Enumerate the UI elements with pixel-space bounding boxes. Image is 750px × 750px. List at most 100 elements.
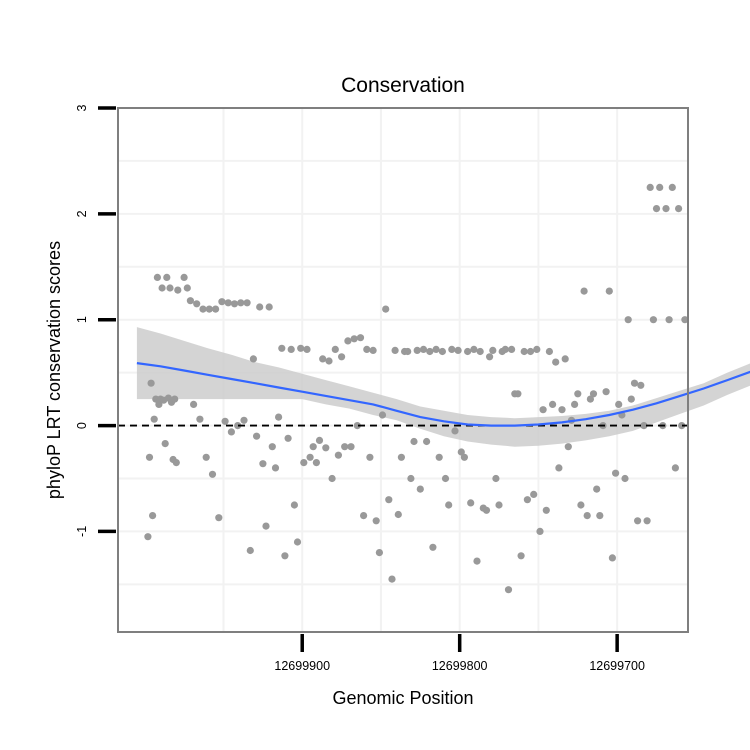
data-point	[199, 305, 207, 313]
data-point	[486, 353, 494, 361]
data-point	[482, 506, 491, 514]
data-point	[495, 501, 503, 509]
data-point	[144, 533, 152, 541]
data-point	[183, 284, 191, 292]
data-point	[221, 417, 229, 425]
data-point	[454, 346, 462, 354]
data-point	[470, 345, 478, 353]
data-point	[671, 464, 680, 472]
data-point	[649, 316, 658, 324]
data-point	[426, 347, 434, 356]
data-point	[413, 346, 421, 354]
data-point	[404, 347, 412, 356]
data-point	[230, 300, 239, 308]
data-point	[416, 485, 424, 493]
data-point	[520, 347, 528, 356]
data-point	[432, 345, 440, 353]
data-point	[360, 511, 368, 520]
data-point	[574, 390, 582, 398]
data-point	[473, 557, 481, 565]
data-point	[423, 437, 431, 446]
data-point	[517, 552, 525, 560]
data-point	[643, 517, 651, 525]
data-point	[549, 400, 557, 408]
data-point	[561, 355, 569, 363]
data-point	[407, 474, 415, 483]
data-point	[224, 299, 232, 307]
x-axis: 12699900 12699800 12699700	[274, 634, 645, 673]
data-point	[259, 460, 267, 468]
data-point	[287, 345, 295, 353]
data-point	[656, 183, 664, 191]
data-point	[457, 448, 465, 456]
data-point	[608, 554, 617, 562]
data-point	[612, 469, 620, 477]
data-point	[350, 335, 358, 343]
data-point	[180, 273, 188, 281]
y-tick-label: 3	[75, 104, 89, 111]
data-point	[190, 400, 198, 408]
data-point	[662, 205, 670, 213]
data-point	[145, 453, 154, 461]
data-point	[253, 432, 261, 440]
data-point	[492, 474, 500, 483]
data-point	[665, 316, 673, 324]
data-point	[215, 514, 223, 522]
data-point	[460, 453, 468, 461]
data-point	[514, 390, 522, 398]
data-point	[196, 415, 204, 423]
data-point	[208, 470, 217, 478]
y-tick-label: 1	[75, 316, 89, 323]
data-point	[375, 549, 383, 557]
data-point	[234, 422, 242, 430]
data-point	[227, 428, 235, 436]
y-axis-label: phyloP LRT conservation scores	[44, 241, 64, 499]
data-point	[508, 345, 516, 353]
data-point	[322, 444, 330, 452]
data-point	[334, 451, 342, 459]
data-point	[555, 464, 563, 472]
data-point	[429, 543, 437, 551]
data-point	[303, 345, 311, 353]
data-point	[388, 575, 396, 583]
data-point	[467, 499, 475, 507]
data-point	[166, 284, 174, 292]
data-point	[347, 443, 355, 451]
data-point	[153, 273, 161, 281]
data-point	[646, 183, 654, 191]
data-point	[624, 316, 632, 324]
data-point	[356, 334, 365, 342]
data-point	[489, 346, 497, 354]
data-point	[391, 346, 399, 354]
data-point	[256, 303, 264, 311]
data-point	[539, 406, 547, 414]
data-point	[218, 298, 226, 306]
y-tick-label: 0	[75, 422, 89, 429]
data-point	[445, 501, 453, 509]
data-point	[448, 345, 456, 353]
data-point	[583, 511, 591, 520]
plot-frame	[117, 107, 689, 633]
data-point	[193, 300, 201, 308]
data-point	[186, 297, 194, 305]
data-point	[564, 443, 572, 451]
x-tick-label: 12699700	[589, 659, 645, 673]
data-point	[476, 347, 484, 356]
data-point	[589, 390, 598, 398]
data-point	[602, 388, 610, 396]
data-point	[545, 347, 554, 356]
data-point	[363, 345, 371, 353]
data-point	[542, 506, 550, 514]
data-point	[243, 299, 251, 307]
data-point	[394, 510, 402, 519]
data-point	[205, 305, 213, 313]
data-point	[464, 347, 472, 356]
data-point	[640, 422, 648, 430]
data-point	[249, 355, 257, 363]
data-point	[278, 344, 286, 352]
data-point	[212, 305, 220, 313]
data-point	[668, 183, 676, 191]
data-point	[504, 586, 513, 594]
data-point	[596, 511, 604, 520]
